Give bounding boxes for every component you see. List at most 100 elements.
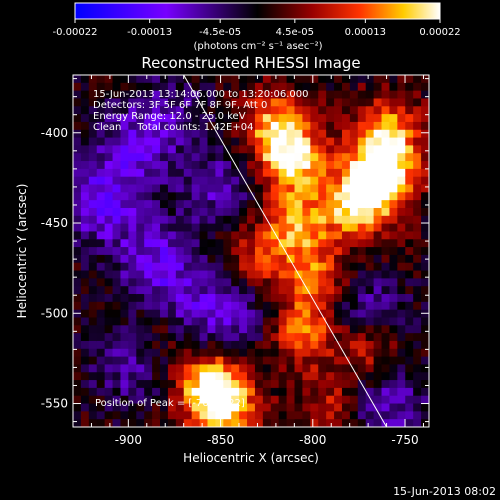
heatmap-cell xyxy=(318,340,327,350)
heatmap-cell xyxy=(175,294,185,303)
heatmap-cell xyxy=(239,372,248,381)
heatmap-cell xyxy=(365,278,375,287)
heatmap-cell xyxy=(286,121,296,131)
heatmap-cell xyxy=(294,340,304,350)
heatmap-cell xyxy=(128,317,137,326)
heatmap-cell xyxy=(349,192,359,201)
heatmap-cell xyxy=(373,364,383,373)
heatmap-cell xyxy=(88,395,98,405)
heatmap-cell xyxy=(341,137,351,146)
heatmap-cell xyxy=(381,184,391,193)
heatmap-cell xyxy=(334,247,343,256)
heatmap-cell xyxy=(199,301,209,311)
heatmap-cell xyxy=(373,270,383,279)
y-tick-label: -500 xyxy=(41,306,68,320)
heatmap-cell xyxy=(421,153,429,162)
heatmap-cell xyxy=(96,254,106,264)
heatmap-cell xyxy=(389,121,398,131)
heatmap-cell xyxy=(199,207,209,217)
heatmap-cell xyxy=(381,325,391,334)
heatmap-cell xyxy=(231,372,240,381)
heatmap-cell xyxy=(167,82,177,92)
heatmap-cell xyxy=(223,129,232,139)
heatmap-cell xyxy=(405,387,414,397)
heatmap-cell xyxy=(73,215,82,225)
heatmap-cell xyxy=(120,184,129,193)
heatmap-cell xyxy=(207,278,216,287)
heatmap-cell xyxy=(88,254,98,264)
heatmap-cell xyxy=(215,137,224,146)
heatmap-cell xyxy=(294,294,304,303)
heatmap-cell xyxy=(294,395,304,405)
heatmap-cell xyxy=(405,82,414,92)
heatmap-cell xyxy=(334,161,343,170)
heatmap-cell xyxy=(223,372,232,381)
heatmap-cell xyxy=(294,301,304,311)
heatmap-cell xyxy=(112,215,122,225)
heatmap-cell xyxy=(144,192,153,201)
heatmap-cell xyxy=(270,286,280,295)
heatmap-cell xyxy=(294,317,304,326)
heatmap-cell xyxy=(160,223,169,233)
heatmap-cell xyxy=(270,340,280,350)
heatmap-cell xyxy=(88,106,98,115)
heatmap-cell xyxy=(215,262,224,272)
heatmap-cell xyxy=(421,333,429,342)
heatmap-cell xyxy=(294,286,304,295)
heatmap-cell xyxy=(96,317,106,326)
heatmap-cell xyxy=(144,168,153,178)
heatmap-cell xyxy=(104,403,114,412)
heatmap-cell xyxy=(247,403,256,412)
heatmap-cell xyxy=(349,161,359,170)
heatmap-cell xyxy=(286,82,296,92)
heatmap-cell xyxy=(413,262,422,272)
heatmap-cell xyxy=(73,286,82,295)
heatmap-cell xyxy=(120,348,129,358)
heatmap-cell xyxy=(144,239,153,248)
heatmap-cell xyxy=(373,129,383,139)
heatmap-cell xyxy=(80,356,90,366)
heatmap-cell xyxy=(207,325,216,334)
heatmap-cell xyxy=(302,137,311,146)
heatmap-cell xyxy=(334,184,343,193)
heatmap-cell xyxy=(254,200,264,209)
heatmap-cell xyxy=(310,82,319,92)
heatmap-cell xyxy=(310,340,319,350)
heatmap-cell xyxy=(421,270,429,279)
heatmap-cell xyxy=(112,403,122,412)
heatmap-cell xyxy=(397,340,406,350)
heatmap-cell xyxy=(175,207,185,217)
heatmap-cell xyxy=(318,403,327,412)
heatmap-cell xyxy=(413,231,422,240)
heatmap-cell xyxy=(223,309,232,319)
heatmap-cell xyxy=(183,231,193,240)
heatmap-cell xyxy=(357,106,367,115)
heatmap-cell xyxy=(326,82,335,92)
heatmap-cell xyxy=(223,137,232,146)
heatmap-cell xyxy=(334,333,343,342)
heatmap-cell xyxy=(231,380,240,389)
heatmap-cell xyxy=(128,395,137,405)
heatmap-cell xyxy=(120,286,129,295)
heatmap-cell xyxy=(270,419,280,427)
heatmap-cell xyxy=(207,301,216,311)
heatmap-cell xyxy=(112,192,122,201)
heatmap-cell xyxy=(128,176,137,186)
heatmap-cell xyxy=(381,75,391,84)
heatmap-cell xyxy=(247,333,256,342)
heatmap-cell xyxy=(373,223,383,233)
heatmap-cell xyxy=(175,270,185,279)
heatmap-cell xyxy=(310,395,319,405)
heatmap-cell xyxy=(73,395,82,405)
heatmap-cell xyxy=(381,333,391,342)
heatmap-cell xyxy=(294,207,304,217)
heatmap-cell xyxy=(120,254,129,264)
heatmap-cell xyxy=(302,317,311,326)
heatmap-cell xyxy=(160,137,169,146)
heatmap-cell xyxy=(278,192,288,201)
heatmap-cell xyxy=(389,82,398,92)
heatmap-cell xyxy=(357,403,367,412)
heatmap-cell xyxy=(334,348,343,358)
heatmap-cell xyxy=(381,301,391,311)
heatmap-cell xyxy=(373,168,383,178)
